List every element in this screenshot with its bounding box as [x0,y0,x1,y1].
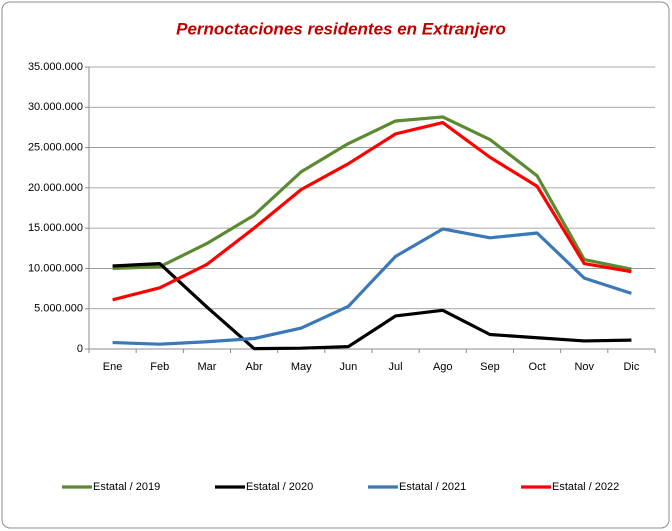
x-tick-label: Mar [197,361,216,373]
x-tick-label: Dic [623,361,639,373]
legend-label: Estatal / 2019 [93,481,160,493]
legend-label: Estatal / 2020 [246,481,313,493]
x-tick-label: Ago [433,361,453,373]
x-tick-label: Nov [574,361,594,373]
y-tick-label: 20.000.000 [28,182,83,194]
x-tick-label: Jun [340,361,358,373]
y-tick-label: 30.000.000 [28,101,83,113]
x-tick-label: Sep [480,361,500,373]
y-tick-label: 10.000.000 [28,262,83,274]
x-tick-label: Oct [529,361,546,373]
series-line [112,115,632,271]
series-line [112,227,632,346]
legend-label: Estatal / 2022 [552,481,619,493]
y-tick-label: 15.000.000 [28,222,83,234]
x-tick-label: May [291,361,312,373]
x-tick-label: Abr [246,361,263,373]
chart-title: Pernoctaciones residentes en Extranjero [176,19,506,38]
y-tick-label: 35.000.000 [28,61,83,73]
y-tick-label: 5.000.000 [34,303,83,315]
x-tick-label: Feb [150,361,169,373]
x-tick-label: Jul [389,361,403,373]
y-tick-label: 25.000.000 [28,141,83,153]
series-line [112,261,632,351]
series-line [112,120,632,302]
y-tick-label: 0 [77,343,83,355]
legend-label: Estatal / 2021 [399,481,466,493]
x-tick-label: Ene [103,361,123,373]
